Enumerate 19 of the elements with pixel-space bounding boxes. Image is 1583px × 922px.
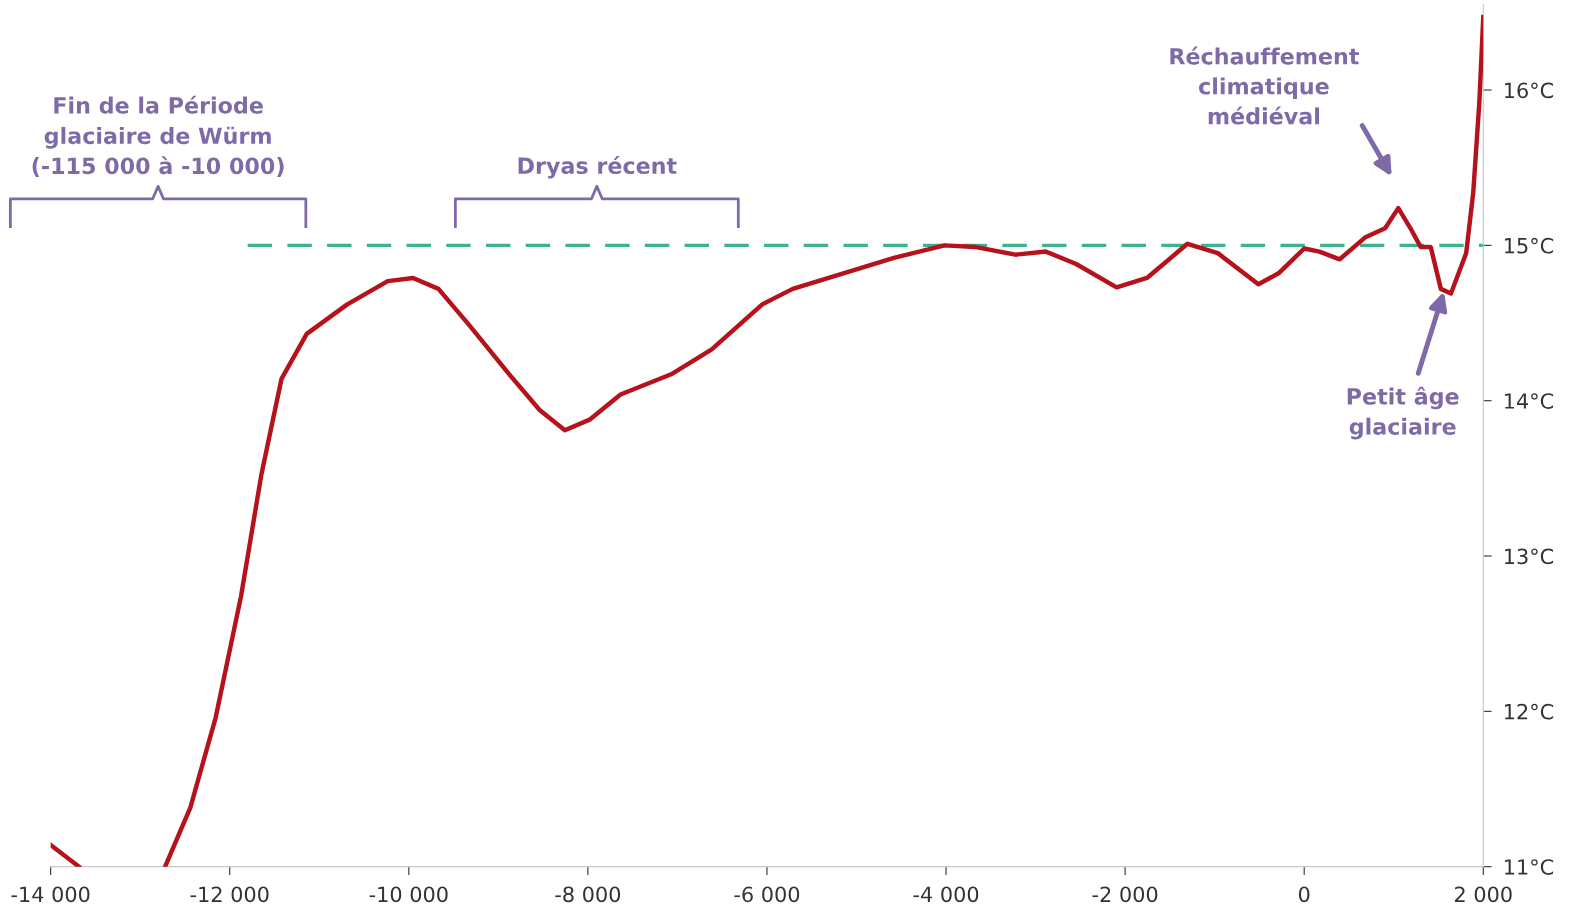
y-tick-label: 15°C [1505,237,1554,254]
x-tick-label: -8 000 [555,886,621,903]
annotation: Réchauffement climatique médiéval [1170,46,1359,125]
x-tick-label: 0 [1298,886,1310,903]
y-tick-label: 16°C [1505,82,1554,99]
x-tick-label: 2 000 [1454,886,1512,903]
annotation: Dryas récent [518,156,677,179]
x-tick-label: -6 000 [734,886,800,903]
y-tick-label: 12°C [1505,703,1554,720]
annotation: Petit âge glaciaire [1347,386,1459,440]
x-tick-label: -14 000 [11,886,90,903]
y-tick-label: 14°C [1505,393,1554,409]
x-tick-label: -4 000 [913,886,979,903]
y-tick-label: 11°C [1505,859,1554,875]
x-tick-label: -2 000 [1092,886,1158,903]
x-tick-label: -10 000 [369,886,448,903]
x-tick-label: -12 000 [190,886,269,903]
annotation: Fin de la Période glaciaire de Würm (-115 000 à -10 000) [32,95,284,177]
y-tick-label: 13°C [1505,548,1554,565]
